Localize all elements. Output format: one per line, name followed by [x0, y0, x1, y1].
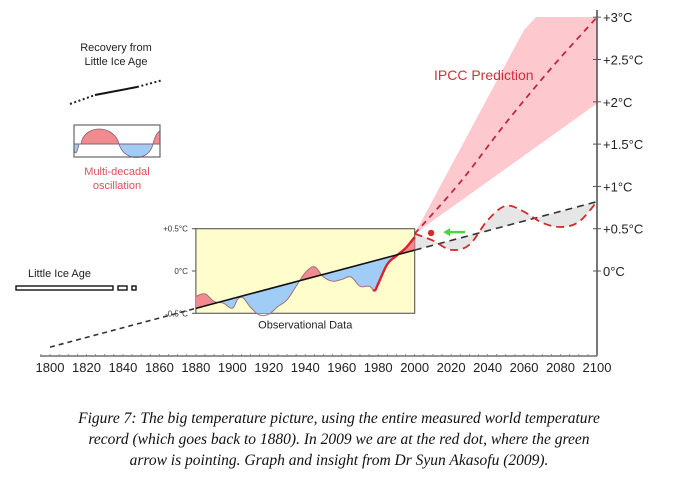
- x-tick-label: 2080: [546, 360, 575, 375]
- y-tick-label: +1°C: [603, 179, 632, 194]
- recovery-legend-line: [69, 79, 164, 105]
- x-tick-label: 1860: [145, 360, 174, 375]
- x-tick-label: 1940: [291, 360, 320, 375]
- x-tick-label: 2020: [437, 360, 466, 375]
- figure-caption: Figure 7: The big temperature picture, u…: [0, 408, 678, 471]
- gap-fill: [414, 201, 597, 251]
- y-tick-label: 0°C: [603, 264, 625, 279]
- oscillation-label-line2: oscillation: [93, 180, 141, 192]
- y-tick-label: +1.5°C: [603, 137, 643, 152]
- oscillation-gap-fills: [414, 201, 597, 251]
- obs-y-tick-label: 0°C: [174, 267, 188, 276]
- observational-y-ticks: +0.5°C0°C-0.5°C: [163, 225, 196, 318]
- y-axis-ticks: +3°C +2.5°C +2°C +1.5°C +1°C +0.5°C 0°C: [593, 10, 643, 279]
- oscillation-label-line1: Multi-decadal: [84, 166, 149, 178]
- observed-temperature-line: [195, 266, 375, 317]
- observational-data-label: Observational Data: [258, 319, 353, 331]
- x-tick-label: 1960: [327, 360, 356, 375]
- y-tick-label: +0.5°C: [603, 222, 643, 237]
- x-tick-label: 1920: [254, 360, 283, 375]
- x-axis-ticks: 1800 1820 1840 1860 1880 1900 1920 1940 1960 1980…: [36, 354, 612, 375]
- x-tick-label: 1880: [181, 360, 210, 375]
- green-arrow-icon: [443, 228, 466, 237]
- caption-line-1: Figure 7: The big temperature picture, u…: [78, 410, 600, 427]
- trend-line-post-2000: [414, 200, 598, 251]
- ipcc-prediction-band: [414, 17, 597, 234]
- oscillation-legend-box: [73, 124, 161, 158]
- x-tick-label: 1980: [364, 360, 393, 375]
- temperature-chart: +0.5°C0°C-0.5°C Observational Data 1800 1…: [15, 10, 643, 375]
- x-tick-label: 2100: [583, 360, 612, 375]
- caption-line-2: record (which goes back to 1880). In 200…: [88, 431, 590, 448]
- observed-recent-line: [372, 236, 416, 292]
- trend-line-pre-1880: [49, 307, 197, 348]
- y-tick-label: +2.5°C: [603, 53, 643, 68]
- x-tick-label: 2000: [400, 360, 429, 375]
- gap-fill: [414, 233, 421, 251]
- obs-y-tick-label: +0.5°C: [163, 225, 188, 234]
- ipcc-prediction-line: [413, 16, 598, 235]
- x-tick-label: 1800: [36, 360, 65, 375]
- recovery-label-line1: Recovery from: [80, 42, 152, 54]
- red-dot-2009: [427, 229, 435, 237]
- positive-anomaly-fill: [398, 237, 415, 255]
- y-tick-label: +2°C: [603, 95, 632, 110]
- observed-trend-line: [195, 249, 415, 310]
- x-tick-label: 1820: [72, 360, 101, 375]
- positive-anomaly-fill: [195, 293, 219, 309]
- arrow-head: [443, 228, 451, 237]
- x-tick-label: 2040: [473, 360, 502, 375]
- caption-line-3: arrow is pointing. Graph and insight fro…: [129, 452, 549, 469]
- little-ice-age-bars: [15, 285, 137, 291]
- x-tick-label: 1840: [108, 360, 137, 375]
- y-tick-label: +3°C: [603, 10, 632, 25]
- positive-anomaly-fill: [299, 266, 322, 281]
- recovery-label-line2: Little Ice Age: [85, 56, 148, 68]
- x-tick-label: 1900: [218, 360, 247, 375]
- ipcc-prediction-label: IPCC Prediction: [434, 67, 534, 83]
- x-tick-label: 2060: [510, 360, 539, 375]
- little-ice-age-label: Little Ice Age: [28, 268, 91, 280]
